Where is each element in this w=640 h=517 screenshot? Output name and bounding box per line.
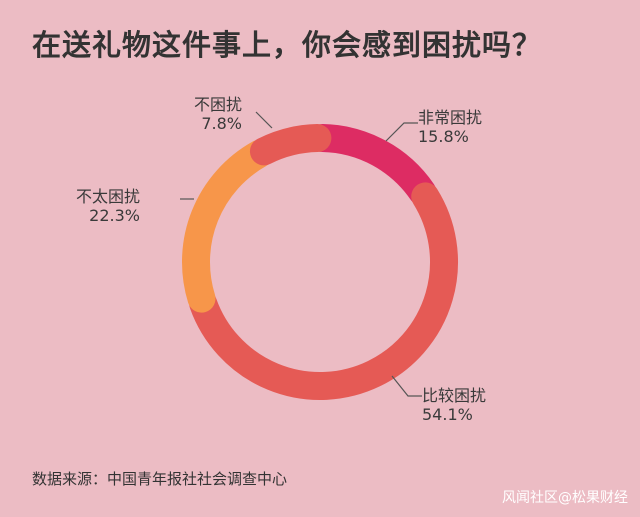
slice-value: 54.1% [422, 405, 473, 424]
slice-name: 非常困扰 [418, 108, 483, 127]
slice-fairly-troubled [189, 182, 458, 400]
slice-very-troubled [308, 124, 437, 207]
leader-very-troubled [385, 122, 418, 142]
data-source: 数据来源：中国青年报社社会调查中心 [32, 470, 288, 488]
slice-name: 不困扰 [193, 95, 242, 114]
chart-title: 在送礼物这件事上，你会感到困扰吗？ [32, 28, 543, 62]
slice-not-troubled [249, 124, 332, 166]
slice-name: 比较困扰 [422, 386, 487, 405]
leader-not-troubled [255, 111, 273, 129]
leader-fairly-troubled [391, 375, 422, 397]
slice-value: 7.8% [201, 114, 242, 133]
slice-label-very-troubled: 非常困扰 15.8% [418, 108, 482, 146]
slice-label-not-troubled: 不困扰 7.8% [176, 95, 242, 133]
watermark: 风闻社区@松果财经 [502, 490, 628, 506]
slice-label-fairly-troubled: 比较困扰 54.1% [422, 386, 486, 424]
slice-name: 不太困扰 [75, 187, 140, 206]
slice-value: 22.3% [89, 206, 140, 225]
slice-not-very-troubled [182, 139, 274, 313]
slice-label-not-very-troubled: 不太困扰 22.3% [58, 187, 140, 225]
slice-value: 15.8% [418, 127, 469, 146]
